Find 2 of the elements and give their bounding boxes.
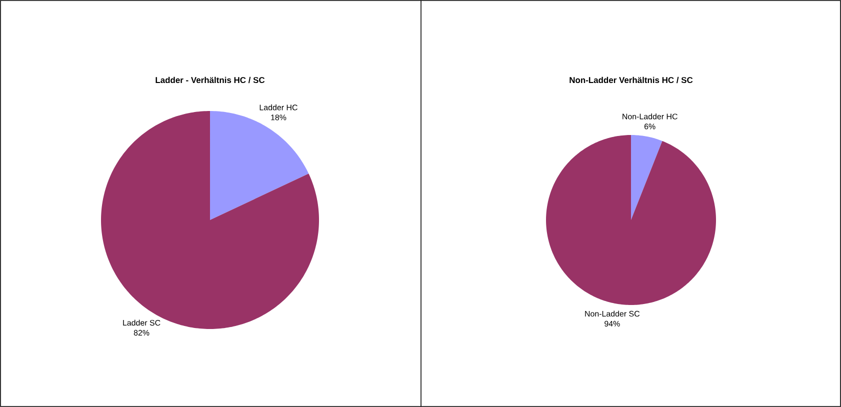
chart-title: Ladder - Verhältnis HC / SC (156, 76, 265, 84)
chart-title: Non-Ladder Verhältnis HC / SC (570, 76, 693, 84)
